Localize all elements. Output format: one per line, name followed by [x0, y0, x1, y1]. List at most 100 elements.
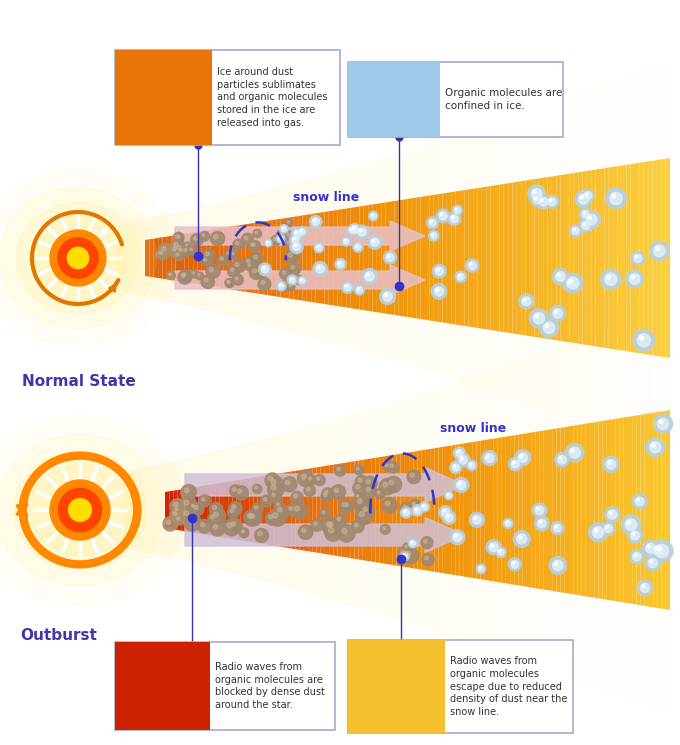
Circle shape [317, 246, 319, 247]
Polygon shape [220, 228, 224, 288]
Circle shape [210, 522, 224, 536]
Circle shape [258, 269, 262, 273]
Circle shape [556, 272, 565, 282]
Circle shape [214, 235, 218, 239]
Circle shape [232, 259, 245, 273]
Circle shape [282, 477, 297, 492]
Circle shape [563, 273, 583, 293]
Polygon shape [290, 217, 294, 299]
Polygon shape [594, 422, 598, 598]
Circle shape [184, 488, 189, 492]
Circle shape [228, 519, 242, 533]
Polygon shape [283, 472, 287, 548]
Circle shape [658, 418, 668, 430]
Circle shape [401, 502, 413, 515]
Polygon shape [569, 173, 574, 343]
Polygon shape [300, 469, 304, 551]
Circle shape [268, 476, 273, 481]
Circle shape [297, 226, 307, 237]
Circle shape [210, 509, 226, 524]
Circle shape [294, 244, 296, 247]
Circle shape [220, 257, 224, 260]
Circle shape [276, 234, 285, 243]
Circle shape [316, 264, 324, 273]
Circle shape [658, 547, 662, 551]
Circle shape [403, 543, 412, 552]
Polygon shape [161, 214, 171, 302]
Circle shape [347, 226, 357, 235]
Polygon shape [485, 123, 494, 393]
Polygon shape [407, 394, 415, 626]
Polygon shape [425, 196, 429, 320]
Circle shape [650, 560, 653, 562]
Circle shape [354, 523, 358, 527]
Circle shape [440, 213, 443, 215]
Circle shape [67, 247, 88, 269]
Polygon shape [186, 488, 190, 532]
Polygon shape [171, 460, 180, 560]
Polygon shape [583, 171, 587, 345]
Polygon shape [386, 202, 390, 314]
Circle shape [255, 231, 258, 234]
Circle shape [482, 451, 497, 466]
Circle shape [356, 508, 373, 524]
Circle shape [386, 253, 394, 261]
Polygon shape [624, 417, 628, 603]
Circle shape [184, 249, 187, 252]
Polygon shape [233, 481, 237, 539]
Polygon shape [581, 424, 586, 596]
Polygon shape [199, 205, 207, 311]
Circle shape [248, 264, 251, 267]
Polygon shape [504, 183, 508, 333]
Circle shape [279, 225, 288, 233]
Polygon shape [337, 168, 346, 348]
Polygon shape [430, 141, 439, 375]
Circle shape [437, 268, 439, 271]
Polygon shape [565, 426, 569, 594]
Circle shape [175, 235, 179, 238]
Circle shape [635, 256, 638, 258]
Circle shape [201, 275, 214, 288]
Polygon shape [189, 232, 193, 284]
Circle shape [223, 519, 240, 536]
Polygon shape [451, 445, 456, 575]
Circle shape [227, 281, 230, 283]
Circle shape [532, 503, 547, 518]
Polygon shape [216, 448, 225, 571]
Circle shape [286, 481, 290, 485]
Circle shape [261, 265, 269, 273]
Circle shape [282, 227, 284, 229]
Circle shape [354, 465, 364, 475]
Circle shape [566, 443, 584, 462]
Circle shape [637, 580, 653, 595]
Circle shape [345, 285, 347, 288]
Polygon shape [287, 472, 291, 548]
Circle shape [173, 232, 184, 244]
FancyBboxPatch shape [115, 642, 335, 730]
Circle shape [228, 507, 239, 519]
Polygon shape [234, 444, 243, 576]
Polygon shape [163, 237, 167, 279]
Circle shape [182, 247, 192, 256]
Circle shape [371, 213, 376, 219]
Circle shape [299, 278, 305, 284]
Circle shape [489, 542, 498, 552]
Circle shape [301, 279, 302, 281]
Polygon shape [279, 431, 288, 589]
Circle shape [643, 540, 658, 557]
Circle shape [289, 507, 292, 510]
Circle shape [252, 269, 256, 273]
Polygon shape [425, 389, 434, 631]
Polygon shape [587, 171, 591, 346]
Polygon shape [394, 200, 398, 316]
Polygon shape [312, 467, 316, 553]
Text: Radio waves from
organic molecules are
blocked by dense dust
around the star.: Radio waves from organic molecules are b… [215, 662, 324, 710]
Circle shape [298, 276, 307, 285]
Circle shape [610, 192, 622, 205]
Circle shape [301, 229, 302, 232]
Polygon shape [152, 464, 161, 556]
Polygon shape [207, 451, 216, 569]
Circle shape [254, 256, 258, 259]
Circle shape [455, 209, 457, 210]
Circle shape [283, 282, 287, 286]
